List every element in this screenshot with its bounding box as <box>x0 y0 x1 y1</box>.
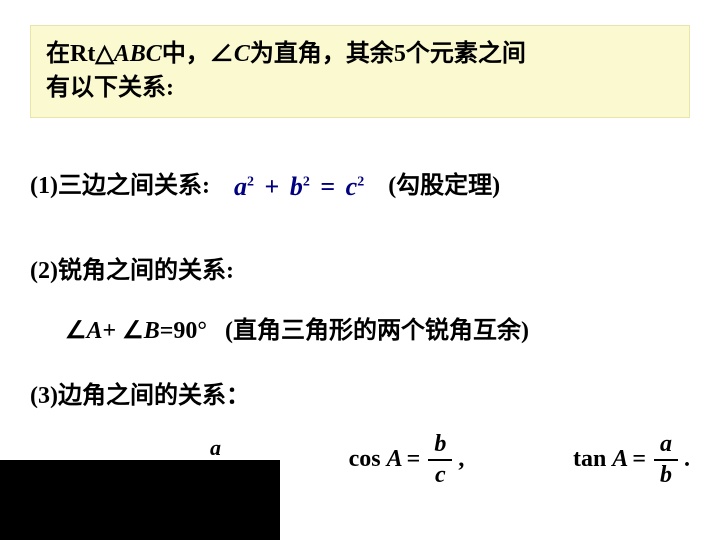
header-suffix: 为直角，其余5个元素之间 <box>250 41 526 67</box>
section2-label: (2)锐角之间的关系: <box>30 258 234 284</box>
trig-row: cos A = b c , tan A = a b . <box>160 430 690 490</box>
cos-fraction: b c <box>428 430 452 490</box>
section3-label: (3)边角之间的关系： <box>30 383 250 409</box>
section-2-sub: ∠A+ ∠B=90° (直角三角形的两个锐角互余) <box>65 310 529 345</box>
pythagorean-formula: a2 + b2 = c2 <box>234 172 364 202</box>
section-3: (3)边角之间的关系： <box>30 375 250 410</box>
section-1: (1)三边之间关系: a2 + b2 = c2 (勾股定理) <box>30 165 500 202</box>
section1-label: (1)三边之间关系: <box>30 173 210 199</box>
header-mid: 中，∠ <box>162 41 234 67</box>
section1-note: (勾股定理) <box>388 173 500 199</box>
header-text: 在Rt△ABC中，∠C为直角，其余5个元素之间 有以下关系: <box>46 38 674 105</box>
triangle-name: ABC <box>114 41 162 67</box>
section2-note: (直角三角形的两个锐角互余) <box>225 318 529 344</box>
section-2: (2)锐角之间的关系: <box>30 250 234 285</box>
header-box: 在Rt△ABC中，∠C为直角，其余5个元素之间 有以下关系: <box>30 25 690 118</box>
tan-fraction: a b <box>654 430 678 490</box>
tan-formula: tan A = a b . <box>573 430 690 490</box>
cos-formula: cos A = b c , <box>349 430 465 490</box>
header-prefix: 在Rt△ <box>46 41 114 67</box>
header-line2: 有以下关系: <box>46 75 174 101</box>
angle-c: C <box>234 41 250 67</box>
